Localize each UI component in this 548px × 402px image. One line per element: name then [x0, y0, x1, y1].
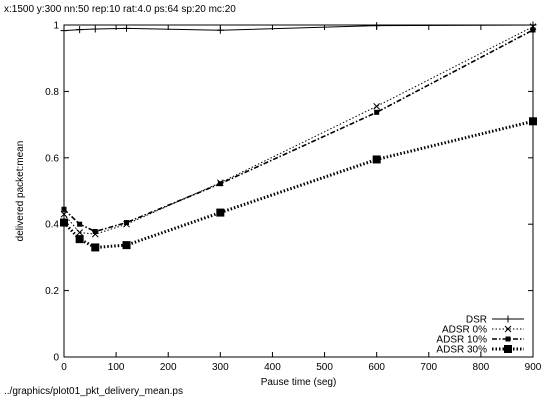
y-tick-label: 0.6 — [45, 153, 59, 164]
x-tick-label: 500 — [316, 362, 333, 373]
data-point — [76, 229, 83, 236]
data-point — [373, 22, 381, 30]
series-3 — [61, 27, 536, 235]
data-point — [374, 109, 380, 115]
data-point — [76, 26, 84, 34]
data-point — [91, 243, 100, 252]
data-point — [216, 208, 225, 217]
y-tick-label: 1 — [53, 21, 59, 32]
plot-parameters-caption: x:1500 y:300 nn:50 rep:10 rat:4.0 ps:64 … — [4, 4, 236, 15]
plot-frame — [63, 24, 534, 358]
data-point — [122, 241, 131, 250]
data-point — [91, 25, 99, 33]
y-axis-label: delivered packet:mean — [15, 141, 26, 242]
data-point — [61, 206, 67, 212]
y-tick-label: 0.8 — [45, 87, 59, 98]
series-line — [63, 24, 534, 32]
series-line — [62, 119, 534, 249]
x-tick-label: 100 — [108, 362, 125, 373]
source-file-caption: ../graphics/plot01_pkt_delivery_mean.ps — [4, 386, 183, 397]
series-4 — [60, 117, 537, 252]
data-point — [373, 102, 381, 110]
data-point — [124, 220, 130, 226]
data-point — [216, 26, 224, 34]
series-2 — [60, 23, 537, 238]
series-1 — [60, 21, 537, 35]
x-axis-label: Pause time (seg) — [261, 377, 337, 388]
y-tick-label: 0.2 — [45, 286, 59, 297]
x-tick-label: 300 — [212, 362, 229, 373]
legend-swatch-marker — [504, 315, 512, 323]
series-line — [63, 26, 534, 235]
data-point — [123, 24, 131, 32]
legend-swatch-marker — [504, 345, 512, 353]
data-point — [60, 27, 68, 35]
y-tick-label: 0.4 — [45, 220, 59, 231]
legend-label: DSR — [466, 315, 487, 326]
x-tick-label: 900 — [525, 362, 542, 373]
y-tick-label: 0 — [53, 353, 59, 364]
data-point — [92, 229, 98, 235]
data-point — [529, 117, 537, 126]
x-tick-label: 600 — [368, 362, 385, 373]
data-point — [530, 27, 536, 33]
legend-label: ADSR 10% — [436, 335, 487, 346]
x-tick-label: 400 — [264, 362, 281, 373]
x-tick-label: 200 — [160, 362, 177, 373]
legend-label: ADSR 30% — [436, 345, 487, 356]
data-point — [75, 235, 84, 244]
x-tick-label: 800 — [473, 362, 490, 373]
data-point — [217, 181, 223, 187]
x-tick-label: 0 — [61, 362, 67, 373]
x-tick-label: 700 — [420, 362, 437, 373]
data-point — [60, 218, 68, 227]
series-line — [63, 29, 534, 233]
legend-label: ADSR 0% — [442, 325, 487, 336]
data-point — [372, 155, 381, 164]
legend-swatch-marker — [505, 336, 511, 342]
legend-swatch-marker — [504, 325, 512, 333]
data-point — [77, 221, 83, 227]
